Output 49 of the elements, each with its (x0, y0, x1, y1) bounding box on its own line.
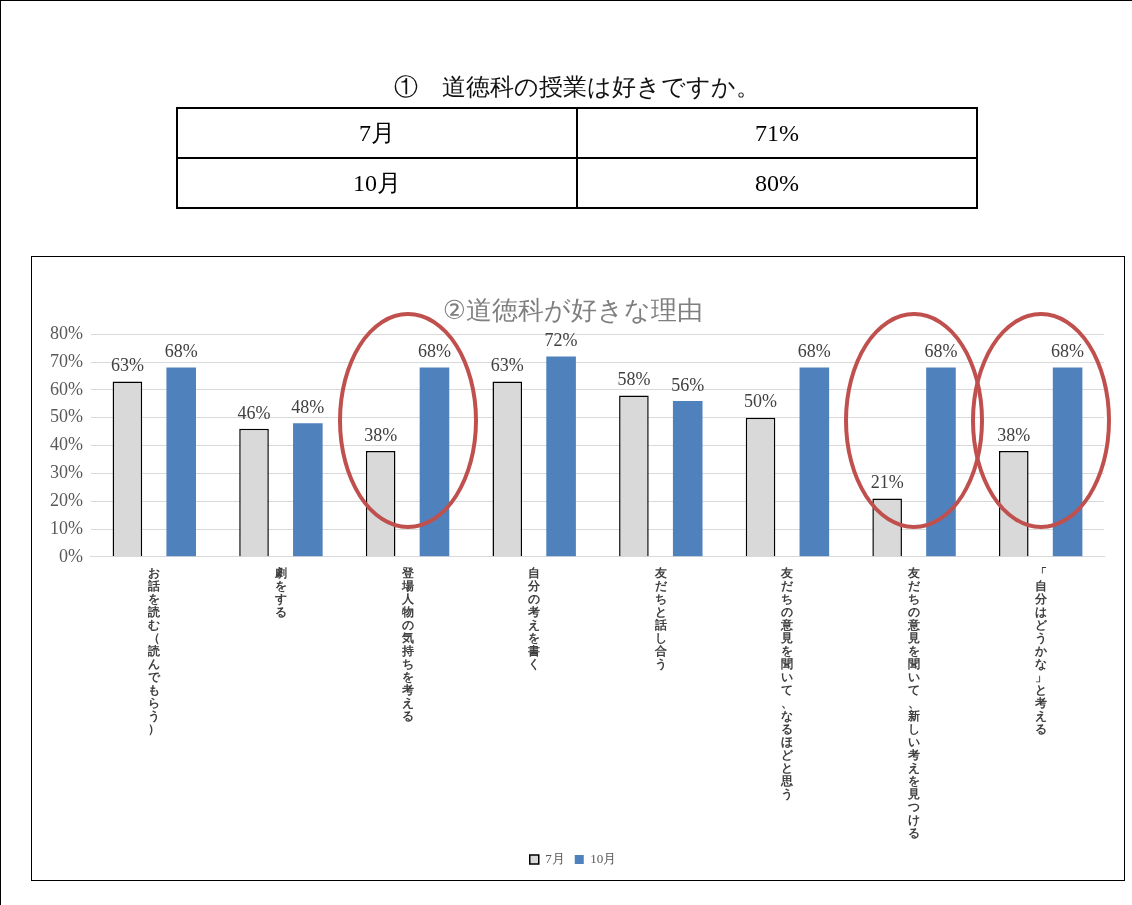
data-label: 21% (870, 472, 904, 493)
data-label: 48% (291, 396, 325, 417)
y-tick-label: 80% (49, 322, 83, 343)
text: ① 道徳科の授業は好きですか。 (393, 73, 761, 102)
data-label: 68% (1051, 341, 1085, 362)
y-tick-label: 70% (49, 350, 83, 371)
legend-label: 7月 (545, 850, 565, 866)
data-label: 63% (110, 355, 144, 376)
bar (546, 356, 576, 557)
category-label: 「自分はどうかな」と考える (1034, 566, 1047, 736)
data-label: 46% (237, 402, 271, 423)
category-label: 友だちの意見を聞いて、新しい考えを見つける (908, 566, 921, 840)
y-tick-label: 40% (49, 434, 83, 455)
category-label: 登場人物の気持ちを考える (401, 566, 414, 724)
data-label: 68% (797, 341, 831, 362)
data-label: 71% (577, 108, 977, 158)
data-label: 68% (924, 341, 958, 362)
data-label: 38% (997, 424, 1031, 445)
data-label: 50% (744, 391, 778, 412)
category-label: 友だちの意見を聞いて、なるほどと思う (781, 566, 794, 801)
y-tick-label: 20% (49, 489, 83, 510)
x-tick-label: 自分の考えを書く (527, 566, 542, 672)
x-tick-label: 友だちと話し合う (653, 566, 668, 672)
bar (293, 423, 323, 557)
data-label: 68% (164, 341, 198, 362)
bar (926, 367, 956, 557)
data-label: 63% (490, 355, 524, 376)
category-label: 10月 (177, 158, 577, 208)
data-label: 56% (671, 374, 705, 395)
y-tick-label: 60% (49, 378, 83, 399)
y-tick-label: 50% (49, 406, 83, 427)
y-tick-label: 10% (49, 517, 83, 538)
data-label: 80% (577, 158, 977, 208)
bar (1052, 367, 1083, 557)
data-label: 58% (617, 369, 651, 390)
data-label: 72% (544, 330, 578, 351)
y-tick-label: 30% (49, 462, 83, 483)
data-label: 38% (364, 424, 398, 445)
y-tick-label: 0% (58, 545, 83, 566)
bar (799, 367, 830, 557)
bar (419, 367, 450, 557)
bar (166, 367, 197, 557)
legend-label: 10月 (590, 850, 617, 866)
data-label: 68% (417, 341, 451, 362)
x-tick-label: 劇をする (273, 566, 287, 620)
chart-title: ②道徳科が好きな理由 (442, 295, 704, 326)
category-label: 7月 (177, 108, 577, 158)
category-label: お話を読む（読んでもらう） (148, 566, 161, 736)
bar (672, 400, 703, 557)
